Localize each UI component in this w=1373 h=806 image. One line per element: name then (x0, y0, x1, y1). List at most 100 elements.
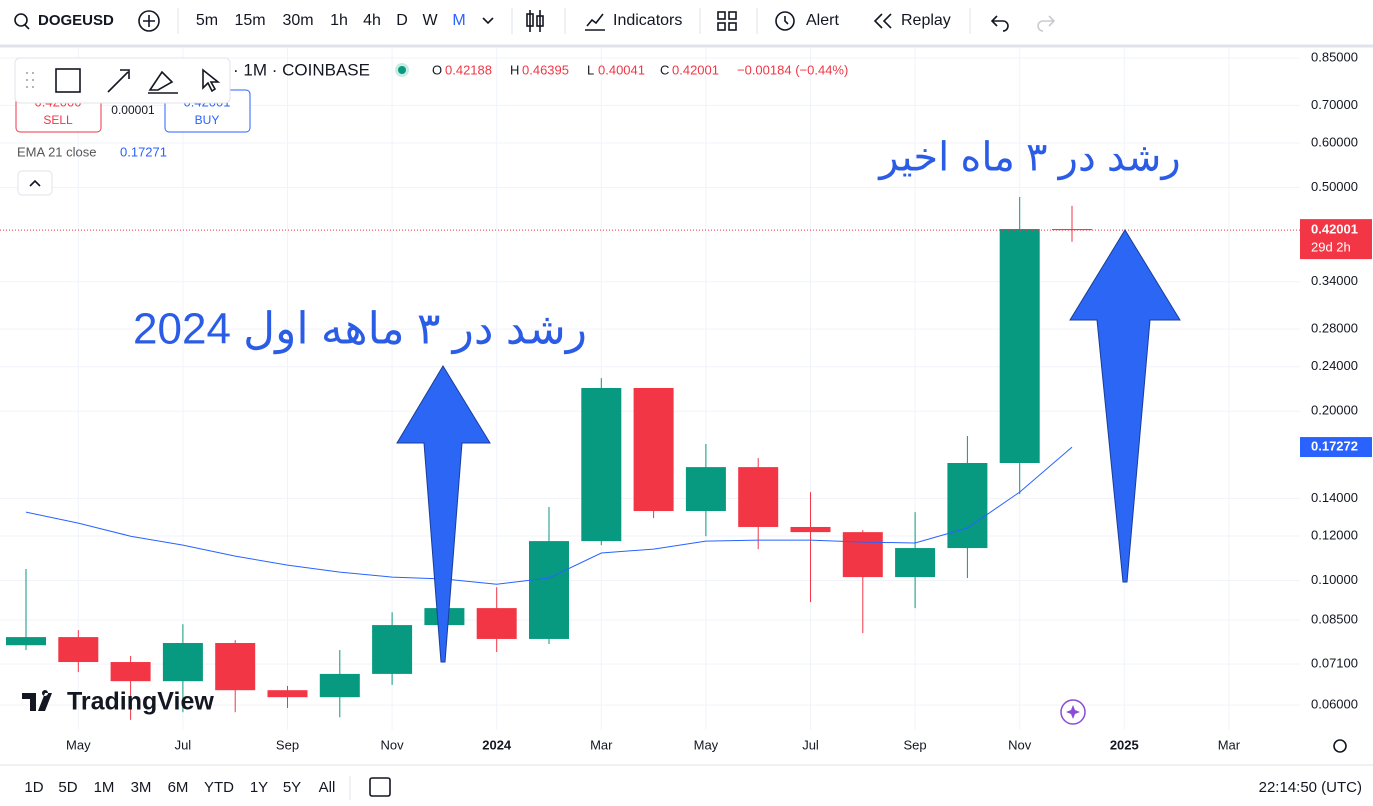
interval-button[interactable]: M (452, 12, 465, 29)
arrow-tool[interactable] (107, 69, 130, 93)
candle-body (162, 643, 203, 682)
y-tick-label: 0.50000 (1311, 179, 1358, 194)
candle-body (529, 541, 569, 639)
range-button[interactable]: 3M (131, 779, 152, 796)
cursor-tool[interactable] (202, 68, 221, 93)
goto-date[interactable] (369, 777, 391, 797)
assistant-icon (1066, 705, 1080, 719)
ema-line (25, 446, 1073, 585)
candle-body (215, 643, 256, 691)
collapse-button[interactable] (17, 170, 53, 196)
x-tick-label: Nov (381, 737, 405, 752)
add-symbol[interactable] (138, 10, 160, 32)
range-button[interactable]: 1Y (250, 779, 268, 796)
market-status (398, 66, 406, 74)
candle-body (633, 387, 674, 512)
range-button[interactable]: All (319, 779, 336, 796)
annotation: رشد در ۳ ماه اخیر (877, 136, 1180, 181)
sell-label: SELL (43, 113, 73, 127)
replay-icon[interactable] (873, 13, 892, 29)
redo[interactable] (1037, 15, 1056, 32)
interval-button[interactable]: D (396, 12, 408, 29)
y-tick-label: 0.28000 (1311, 321, 1358, 336)
candle-body (1052, 229, 1092, 231)
indicators-button[interactable]: Indicators (613, 12, 682, 29)
interval-exchange: · 1M · COINBASE (233, 60, 370, 79)
y-tick-label: 0.14000 (1311, 490, 1358, 505)
rect-tool[interactable] (55, 68, 81, 93)
y-tick-label: 0.34000 (1311, 273, 1358, 288)
undo[interactable] (990, 15, 1009, 32)
interval-button[interactable]: 1h (330, 12, 348, 29)
top-toolbar (0, 0, 1373, 45)
ema-legend-name: EMA 21 close (17, 144, 97, 159)
drawing-toolbar (14, 57, 231, 104)
x-tick-label: Jul (802, 737, 819, 752)
annotation: رشد در ۳ ماهه اول 2024 (133, 305, 587, 355)
symbol[interactable]: DOGEUSD (38, 12, 114, 29)
x-tick-label: Mar (590, 737, 613, 752)
clock: 22:14:50 (UTC) (1259, 779, 1362, 796)
candle-body (110, 662, 151, 682)
candle-body (581, 387, 622, 542)
y-tick-label: 0.07100 (1311, 656, 1358, 671)
range-button[interactable]: YTD (204, 779, 234, 796)
price-label: 0.42001 (1311, 222, 1358, 237)
x-tick-label: 2025 (1110, 737, 1139, 752)
interval-button[interactable]: 15m (234, 12, 265, 29)
chevron[interactable] (482, 17, 494, 25)
y-tick-label: 0.08500 (1311, 612, 1358, 627)
replay-button[interactable]: Replay (901, 12, 951, 29)
x-tick-label: Sep (904, 737, 927, 752)
x-tick-label: May (694, 737, 719, 752)
x-tick-label: Mar (1218, 737, 1241, 752)
candle-body (476, 608, 517, 639)
range-button[interactable]: 5Y (283, 779, 301, 796)
interval-button[interactable]: 4h (363, 12, 381, 29)
interval-button[interactable]: W (422, 12, 438, 29)
candle-body (738, 467, 779, 527)
range-button[interactable]: 1M (94, 779, 115, 796)
candle-body (842, 532, 883, 578)
ema-label: 0.17272 (1311, 438, 1358, 453)
ohlc-value: 0.42001 (672, 62, 719, 77)
spread: 0.00001 (111, 103, 155, 117)
toolbar-separators (177, 8, 971, 34)
y-tick-label: 0.70000 (1311, 97, 1358, 112)
layout-icon[interactable] (717, 11, 737, 31)
interval-button[interactable]: 5m (196, 12, 218, 29)
interval-button[interactable]: 30m (282, 12, 313, 29)
range-button[interactable]: 1D (24, 779, 43, 796)
candle-body (999, 229, 1040, 463)
x-tick-label: Jul (175, 737, 192, 752)
ohlc-value: 0.42188 (445, 62, 492, 77)
arrow (396, 365, 491, 663)
alert-icon[interactable] (775, 11, 795, 31)
search-icon[interactable] (14, 13, 28, 27)
range-button[interactable]: 6M (168, 779, 189, 796)
brush-tool[interactable] (148, 70, 178, 94)
drag-handle[interactable] (26, 72, 34, 88)
alert-icon (784, 16, 789, 25)
add-symbol (143, 15, 155, 27)
indicators-icon[interactable] (585, 13, 605, 31)
candle-body (895, 548, 936, 578)
ohlc-letter: C (660, 62, 669, 77)
ohlc-value: 0.46395 (522, 62, 569, 77)
y-tick-label: 0.60000 (1311, 134, 1358, 149)
alert-button[interactable]: Alert (806, 12, 839, 29)
assistant-button[interactable] (1060, 699, 1086, 725)
candle-body (372, 625, 413, 674)
plot: 0.85000 0.70000 0.60000 0.50000 0.34000 0.280… (0, 49, 1372, 752)
layout-icon (728, 11, 737, 20)
change: −0.00184 (−0.44%) (737, 62, 848, 77)
range-button[interactable]: 5D (58, 779, 77, 796)
ohlc-letter: O (432, 62, 442, 77)
candle-icon (526, 13, 534, 27)
settings[interactable] (1333, 739, 1347, 753)
layout-icon (717, 22, 726, 31)
ohlc-legend: O 0.42188 H 0.46395 L 0.40041 C 0.42001 (432, 62, 719, 77)
y-tick-label: 0.24000 (1311, 358, 1358, 373)
intervals: 5m 15m 30m 1h 4h D W M (196, 12, 466, 29)
